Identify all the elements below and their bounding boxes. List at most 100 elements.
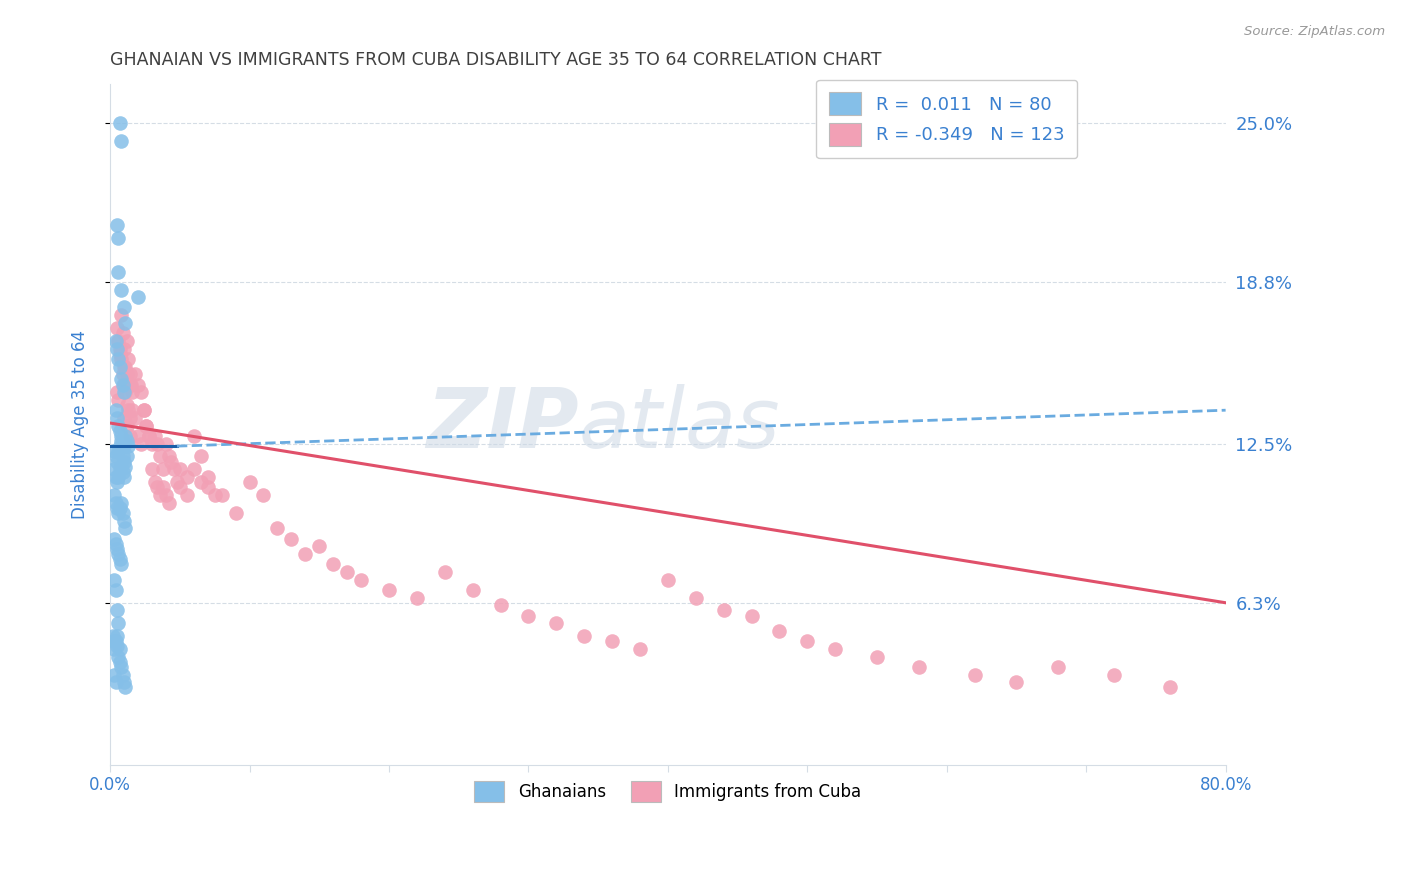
Point [112,342,135,356]
Point [121,403,143,417]
Point [1047,660,1070,674]
Point [105,640,128,654]
Point [163,462,186,476]
Point [176,488,198,502]
Point [107,392,129,407]
Point [112,410,135,425]
Point [152,480,174,494]
Point [117,403,139,417]
Point [103,444,125,458]
Point [112,470,135,484]
Point [433,565,456,579]
Point [112,385,135,400]
Point [405,591,427,605]
Point [108,655,131,669]
Point [103,642,125,657]
Point [110,308,132,322]
Point [132,403,155,417]
Point [127,290,149,304]
Point [108,439,131,453]
Point [105,454,128,468]
Point [104,582,127,597]
Point [211,488,233,502]
Point [112,454,135,468]
Point [141,436,163,450]
Point [685,591,707,605]
Point [127,377,149,392]
Point [155,488,177,502]
Point [111,368,134,382]
Point [143,475,166,489]
Text: atlas: atlas [579,384,780,465]
Point [132,403,155,417]
Point [105,541,128,556]
Point [141,462,163,476]
Point [138,429,160,443]
Point [143,429,166,443]
Point [108,359,131,374]
Point [110,495,132,509]
Point [129,436,152,450]
Point [107,506,129,520]
Point [183,462,205,476]
Point [197,470,219,484]
Point [115,334,138,348]
Point [112,359,135,374]
Point [107,444,129,458]
Point [112,514,135,528]
Point [115,398,138,412]
Point [280,532,302,546]
Point [294,547,316,561]
Point [169,462,191,476]
Point [104,450,127,464]
Point [112,439,135,453]
Point [157,450,180,464]
Point [124,368,146,382]
Point [114,385,136,400]
Point [238,475,260,489]
Point [166,475,188,489]
Point [103,488,125,502]
Point [322,558,344,572]
Point [111,465,134,479]
Point [135,418,157,433]
Point [252,488,274,502]
Point [108,342,131,356]
Point [546,616,568,631]
Point [308,539,330,553]
Point [489,599,512,613]
Point [157,495,180,509]
Point [114,521,136,535]
Point [107,616,129,631]
Point [866,649,889,664]
Point [127,429,149,443]
Point [103,573,125,587]
Point [517,608,540,623]
Point [105,500,128,515]
Point [110,660,132,674]
Point [110,434,132,448]
Point [115,450,138,464]
Point [104,403,127,417]
Point [114,359,136,374]
Point [105,219,128,233]
Point [111,434,134,448]
Point [190,450,212,464]
Point [107,649,129,664]
Point [350,573,373,587]
Point [104,470,127,484]
Point [336,565,359,579]
Point [114,681,136,695]
Point [105,342,128,356]
Point [908,660,931,674]
Point [107,470,129,484]
Point [112,675,135,690]
Point [108,347,131,361]
Point [713,603,735,617]
Point [121,385,143,400]
Point [110,372,132,386]
Text: Source: ZipAtlas.com: Source: ZipAtlas.com [1244,25,1385,38]
Point [114,429,136,443]
Point [225,506,247,520]
Y-axis label: Disability Age 35 to 64: Disability Age 35 to 64 [72,330,89,519]
